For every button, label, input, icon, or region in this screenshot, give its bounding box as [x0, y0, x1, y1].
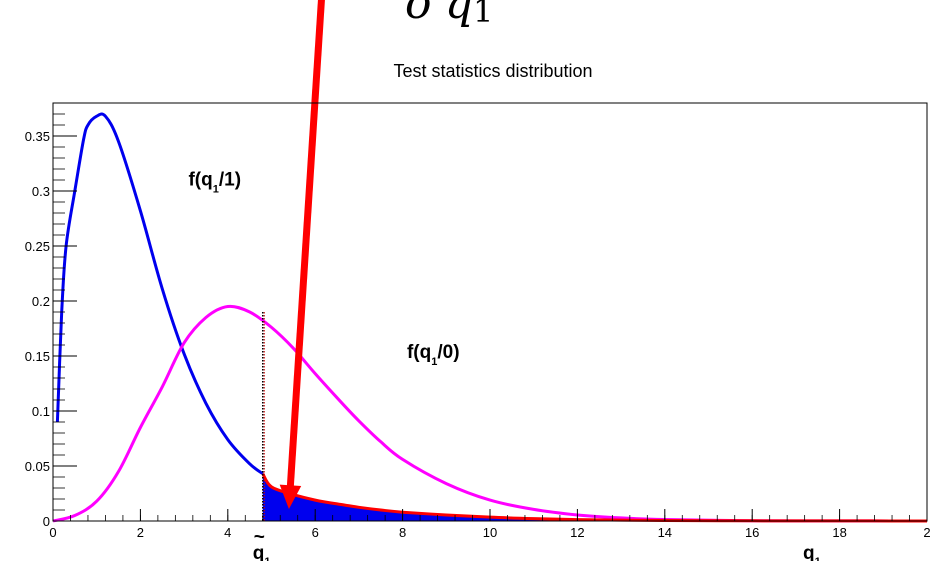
top-formula: q — [445, 0, 473, 29]
arrow-shaft — [286, 0, 325, 487]
y-tick-label: 0.25 — [25, 239, 50, 254]
x-tick-label: 2 — [137, 525, 144, 540]
curve-annotation: f(q1/1) — [188, 170, 241, 196]
y-tick-label: 0.35 — [25, 129, 50, 144]
x-tick-label: 8 — [399, 525, 406, 540]
labels: 0 2 4 6 8 10 12 14 16 18 200.050.10.150.20.250.30.… — [25, 129, 931, 561]
annotation-subscript: 1 — [431, 356, 437, 368]
series-line-0 — [55, 112, 264, 475]
x-axis-title-subscript: 1 — [815, 556, 821, 561]
x-tick-label: 14 — [658, 525, 672, 540]
y-tick-label: 0.15 — [25, 349, 50, 364]
x-tick-label: 16 — [745, 525, 759, 540]
y-tick-label: 0.3 — [32, 184, 50, 199]
x-tick-label: 10 — [483, 525, 497, 540]
plot-frame — [52, 102, 928, 522]
top-formula-prefix: ο — [405, 0, 432, 29]
y-tick-label: 0.05 — [25, 459, 50, 474]
chart-title: Test statistics distribution — [393, 61, 592, 81]
arrow-head — [279, 484, 302, 510]
y-tick-label: 0.1 — [32, 404, 50, 419]
x-axis-title: q1 — [803, 543, 821, 561]
top-formula-subscript: 1 — [473, 0, 493, 30]
cut-label-text: q — [253, 543, 265, 561]
x-tick-label: 0 — [49, 525, 56, 540]
x-tick-label: 6 — [312, 525, 319, 540]
curve-annotation: f(q1/0) — [407, 342, 460, 368]
annotation-text: f(q — [407, 342, 431, 363]
cut-label-accent: ~ — [254, 527, 265, 548]
cut-label: q1 — [253, 543, 271, 561]
x-tick-label: 12 — [570, 525, 584, 540]
annotation-suffix: /1) — [219, 170, 241, 191]
series-line-1 — [52, 304, 928, 523]
y-tick-label: 0.2 — [32, 294, 50, 309]
shaded-tail-area — [262, 473, 927, 521]
cut-label-subscript: 1 — [264, 556, 270, 561]
x-axis-title-text: q — [803, 543, 815, 561]
annotation-subscript: 1 — [213, 184, 219, 196]
axes — [52, 102, 928, 522]
x-tick-label: 4 — [224, 525, 231, 540]
annotation-suffix: /0) — [437, 342, 459, 363]
x-tick-label: 18 — [832, 525, 846, 540]
y-tick-label: 0 — [43, 514, 50, 529]
annotation-text: f(q — [188, 170, 212, 191]
x-tick-label: 2 — [923, 525, 930, 540]
